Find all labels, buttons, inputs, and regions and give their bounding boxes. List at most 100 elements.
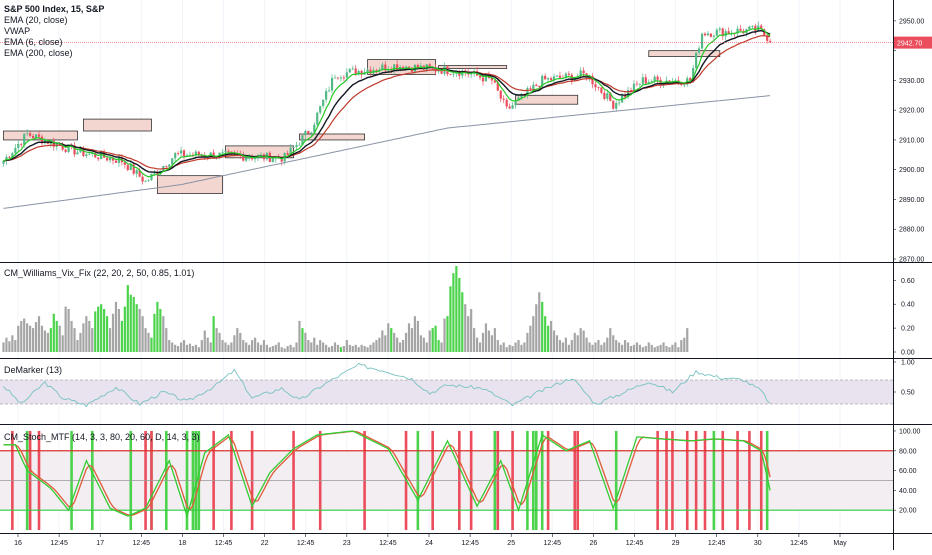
candle-body	[511, 105, 514, 109]
vix-bar	[579, 328, 582, 352]
candle-body	[230, 151, 233, 153]
candle-body	[538, 85, 541, 87]
legend-ema200[interactable]: EMA (200, close)	[4, 48, 73, 58]
candle-body	[478, 75, 482, 78]
candle-body	[505, 99, 508, 107]
vix-bar	[635, 342, 639, 352]
vix-bar	[428, 330, 431, 352]
vix-bar	[493, 328, 496, 352]
vix-bar	[618, 342, 621, 352]
candle-body	[31, 135, 35, 139]
legend-ema20[interactable]: EMA (20, close)	[4, 15, 68, 25]
time-tick-label: 12:45	[133, 540, 151, 547]
vix-bar	[292, 347, 295, 352]
vix-bar	[150, 337, 153, 352]
vix-bar	[129, 294, 132, 352]
demarker-pane-title[interactable]: DeMarker (13)	[4, 365, 63, 375]
candle-body	[168, 164, 171, 167]
candle-body	[200, 155, 203, 157]
time-tick-label: 30	[754, 540, 762, 547]
legend-vwap[interactable]: VWAP	[4, 26, 31, 36]
candle-body	[327, 90, 331, 92]
vix-bar	[274, 344, 277, 352]
candle-body	[695, 52, 698, 68]
vix-bar	[156, 301, 159, 352]
vix-bar	[330, 346, 334, 352]
vix-bar	[336, 344, 340, 352]
candle-body	[712, 35, 715, 37]
candle-body	[582, 70, 585, 74]
vix-bar	[298, 320, 301, 352]
candle-body	[484, 74, 488, 82]
vix-bar	[91, 328, 94, 352]
stoch-pane-title[interactable]: CM_Stoch_MTF (14, 3, 3, 80, 20, 60, D, 1…	[4, 432, 200, 442]
vix-bar	[606, 337, 609, 352]
candle-body	[597, 87, 600, 89]
vix-bar	[440, 342, 443, 352]
candle-body	[739, 28, 742, 31]
candle-body	[535, 84, 538, 86]
candle-body	[754, 25, 757, 32]
candle-body	[544, 75, 547, 80]
vix-bar	[470, 309, 473, 352]
candle-body	[91, 153, 94, 154]
vix-bar	[419, 335, 422, 352]
price-tick-label: 2950.00	[899, 18, 924, 25]
candle-body	[641, 77, 644, 84]
vix-bar	[369, 344, 372, 352]
vix-bar	[280, 347, 283, 352]
vix-bar	[443, 318, 446, 352]
vix-bar	[307, 340, 310, 352]
candle-body	[117, 157, 121, 163]
vix-bar	[464, 304, 467, 352]
candle-body	[416, 64, 419, 69]
vix-bar	[43, 330, 47, 352]
candle-body	[177, 153, 180, 154]
vix-bar	[612, 335, 615, 352]
vix-bar	[573, 332, 576, 352]
vix-bar	[97, 306, 100, 352]
vix-bar	[304, 332, 307, 352]
vix-bar	[212, 316, 215, 352]
candle-body	[67, 144, 70, 152]
candle-body	[342, 77, 345, 79]
vix-bar	[348, 344, 351, 352]
vix-bar	[683, 337, 686, 352]
vix-bar	[623, 340, 627, 352]
legend-symbol[interactable]: S&P 500 Index, 15, S&P	[4, 4, 105, 14]
time-tick-label: 26	[590, 540, 598, 547]
candle-body	[245, 157, 248, 161]
candle-body	[635, 83, 639, 85]
candle-body	[552, 76, 556, 81]
time-tick-label: 22	[261, 540, 269, 547]
vix-bar	[29, 325, 32, 352]
vix-bar	[162, 316, 165, 352]
vix-bar	[221, 340, 224, 352]
vix-bar	[8, 341, 11, 352]
candle-body	[375, 70, 378, 71]
vix-bar	[686, 328, 689, 352]
vix-pane-title[interactable]: CM_Williams_Vix_Fix (22, 20, 2, 50, 0.85…	[4, 268, 195, 278]
vix-bar	[165, 328, 168, 352]
candle-body	[141, 176, 144, 182]
vix-bar	[351, 346, 354, 352]
candle-body	[766, 35, 769, 41]
candle-body	[242, 155, 245, 161]
candle-body	[567, 73, 570, 75]
candle-body	[333, 77, 337, 79]
vix-bar	[529, 325, 532, 352]
candle-body	[653, 76, 656, 82]
candle-body	[360, 70, 363, 75]
candle-body	[470, 73, 473, 75]
vix-bar	[665, 346, 668, 352]
stoch-tick-label: 80.00	[899, 448, 917, 455]
demarker-line	[3, 362, 771, 408]
candle-body	[289, 147, 292, 155]
candle-body	[345, 72, 348, 78]
candle-body	[496, 82, 499, 91]
vix-bar	[603, 342, 606, 352]
stoch-tick-label: 40.00	[899, 488, 917, 495]
time-tick-label: 12:45	[50, 540, 68, 547]
legend-ema6[interactable]: EMA (6, close)	[4, 37, 63, 47]
vix-bar	[230, 342, 233, 352]
